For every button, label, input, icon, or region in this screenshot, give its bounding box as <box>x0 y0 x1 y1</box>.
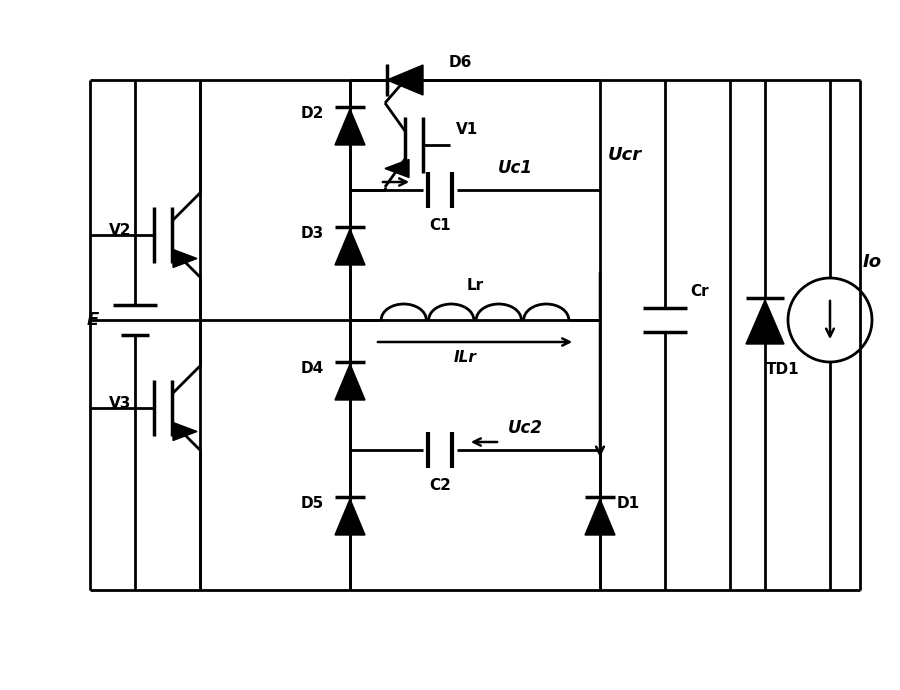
Text: Cr: Cr <box>690 284 709 299</box>
Polygon shape <box>335 229 365 265</box>
Text: Io: Io <box>862 253 882 271</box>
Polygon shape <box>585 499 615 535</box>
Polygon shape <box>335 499 365 535</box>
Text: Uc1: Uc1 <box>498 159 533 177</box>
Text: V3: V3 <box>109 395 131 411</box>
Polygon shape <box>173 250 197 268</box>
Text: Uc2: Uc2 <box>508 419 543 437</box>
Polygon shape <box>335 109 365 145</box>
Text: D1: D1 <box>616 495 640 511</box>
Text: C1: C1 <box>429 217 451 233</box>
Text: D3: D3 <box>301 226 324 241</box>
Polygon shape <box>387 65 423 95</box>
Polygon shape <box>335 364 365 400</box>
Text: Lr: Lr <box>466 277 483 293</box>
Polygon shape <box>746 300 784 344</box>
Text: TD1: TD1 <box>766 362 800 377</box>
Text: ILr: ILr <box>454 351 476 366</box>
Text: D4: D4 <box>301 360 324 375</box>
Text: D2: D2 <box>301 106 324 121</box>
Text: E: E <box>87 311 99 329</box>
Text: V2: V2 <box>109 222 131 237</box>
Polygon shape <box>173 422 197 440</box>
Text: D5: D5 <box>301 495 324 511</box>
Text: Ucr: Ucr <box>608 146 642 164</box>
Text: C2: C2 <box>429 477 451 493</box>
Text: D6: D6 <box>448 55 472 70</box>
Polygon shape <box>385 159 409 177</box>
Text: V1: V1 <box>456 123 478 137</box>
